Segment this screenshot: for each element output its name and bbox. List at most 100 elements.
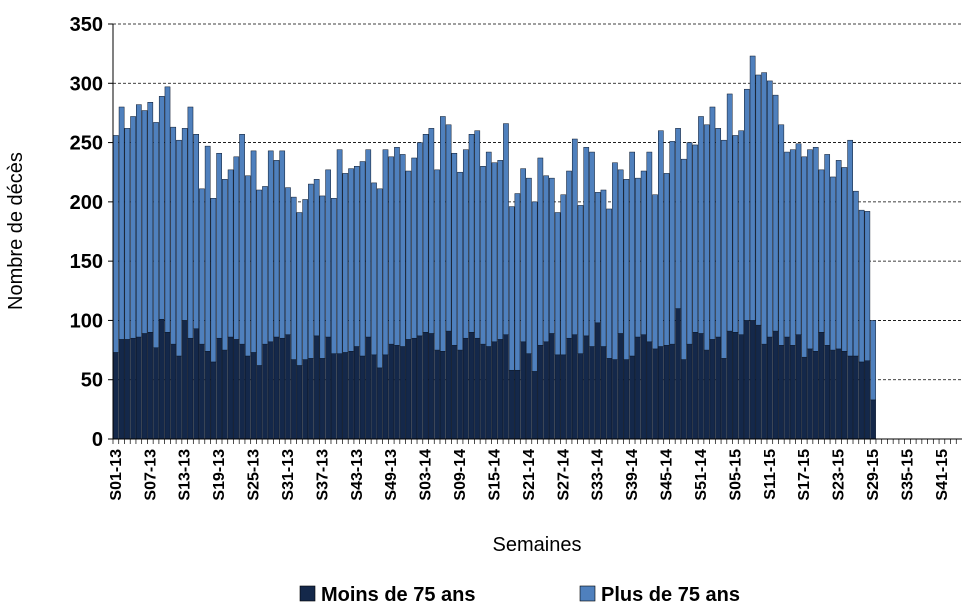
- x-tick-label: S37-13: [314, 449, 331, 501]
- bar-segment: [709, 339, 716, 440]
- bar-segment: [181, 128, 188, 321]
- bar-segment: [629, 151, 635, 357]
- bar-segment: [382, 354, 389, 440]
- bar-segment: [543, 341, 549, 440]
- bar-segment: [176, 139, 182, 357]
- bar-segment: [199, 343, 205, 440]
- bar-segment: [222, 179, 228, 351]
- bar-segment: [669, 343, 676, 440]
- bar-segment: [296, 365, 303, 440]
- bar-segment: [623, 179, 630, 360]
- bar-segment: [170, 126, 177, 345]
- bar-segment: [204, 145, 211, 352]
- bar-segment: [589, 151, 595, 347]
- y-tick-label: 150: [70, 251, 103, 273]
- bar-segment: [382, 149, 389, 356]
- bar-segment: [158, 318, 165, 440]
- bar-segment: [824, 154, 831, 346]
- bar-segment: [417, 335, 423, 440]
- bar-segment: [824, 345, 831, 440]
- bar-segment: [531, 201, 538, 372]
- bar-segment: [795, 143, 802, 335]
- bar-segment: [267, 150, 274, 343]
- bar-segment: [732, 135, 739, 333]
- bar-segment: [789, 345, 796, 440]
- x-tick-label: S29-15: [865, 449, 882, 501]
- bar-segment: [744, 88, 750, 321]
- bar-segment: [497, 339, 504, 440]
- bar-segment: [290, 359, 297, 440]
- y-tick-label: 250: [70, 133, 103, 155]
- bar-segment: [319, 195, 326, 359]
- bar-segment: [761, 72, 767, 345]
- x-tick-label: S49-13: [383, 449, 400, 501]
- bar-segment: [698, 116, 704, 334]
- bar-segment: [795, 334, 802, 440]
- bar-segment: [434, 169, 440, 351]
- y-tick-label: 200: [70, 192, 103, 214]
- bar-segment: [835, 348, 842, 440]
- bar-segment: [457, 171, 463, 351]
- bar-segment: [256, 189, 263, 366]
- bar-segment: [273, 336, 280, 440]
- bar-segment: [462, 149, 469, 339]
- bar-segment: [617, 169, 624, 334]
- bar-segment: [749, 320, 756, 440]
- bar-segment: [411, 337, 417, 440]
- bar-segment: [658, 346, 664, 440]
- x-tick-label: S17-15: [796, 449, 813, 501]
- bar-segment: [663, 345, 670, 440]
- bar-segment: [835, 160, 842, 350]
- x-tick-label: S35-15: [900, 449, 917, 501]
- bar-segment: [818, 169, 825, 333]
- x-tick-label: S25-13: [246, 449, 263, 501]
- x-tick-label: S39-14: [624, 449, 641, 501]
- bar-segment: [485, 346, 492, 440]
- bar-segment: [675, 128, 681, 309]
- x-tick-label: S41-15: [934, 449, 951, 501]
- bar-segment: [772, 330, 779, 440]
- bar-segment: [738, 334, 744, 440]
- bar-segment: [847, 355, 853, 440]
- bar-segment: [864, 211, 871, 361]
- bar-segment: [359, 355, 366, 440]
- bar-segment: [686, 142, 693, 345]
- bar-segment: [640, 334, 647, 440]
- x-tick-label: S15-14: [486, 449, 503, 501]
- bar-segment: [526, 177, 532, 354]
- bar-segment: [308, 358, 314, 440]
- bar-segment: [491, 162, 498, 343]
- bar-segment: [508, 206, 515, 371]
- bar-segment: [325, 336, 331, 440]
- bar-segment: [285, 187, 291, 335]
- bar-segment: [594, 192, 601, 324]
- y-tick-label: 50: [81, 370, 103, 392]
- bar-segment: [767, 80, 773, 338]
- bar-segment: [583, 335, 590, 440]
- bar-segment: [244, 355, 251, 440]
- x-tick-label: S07-13: [142, 449, 159, 501]
- x-tick-label: S51-14: [693, 449, 710, 501]
- bar-segment: [388, 156, 395, 345]
- x-tick-label: S05-15: [727, 449, 744, 501]
- bar-segment: [784, 336, 790, 440]
- bar-segment: [233, 156, 240, 340]
- bar-segment: [302, 359, 308, 440]
- bar-segment: [331, 198, 337, 354]
- bar-segment: [830, 176, 836, 351]
- bar-segment: [830, 349, 836, 440]
- y-tick-label: 300: [70, 73, 103, 95]
- bar-segment: [652, 348, 658, 440]
- bar-segment: [571, 138, 578, 335]
- bar-segment: [606, 208, 613, 359]
- bar-segment: [652, 194, 658, 350]
- bar-segment: [612, 162, 618, 360]
- bar-segment: [767, 336, 773, 440]
- bar-segment: [692, 332, 699, 440]
- bar-segment: [772, 94, 779, 332]
- bar-segment: [537, 345, 544, 440]
- bar-segment: [589, 346, 595, 440]
- bar-segment: [365, 149, 372, 338]
- bar-segment: [181, 320, 188, 440]
- x-tick-label: S01-13: [108, 449, 125, 501]
